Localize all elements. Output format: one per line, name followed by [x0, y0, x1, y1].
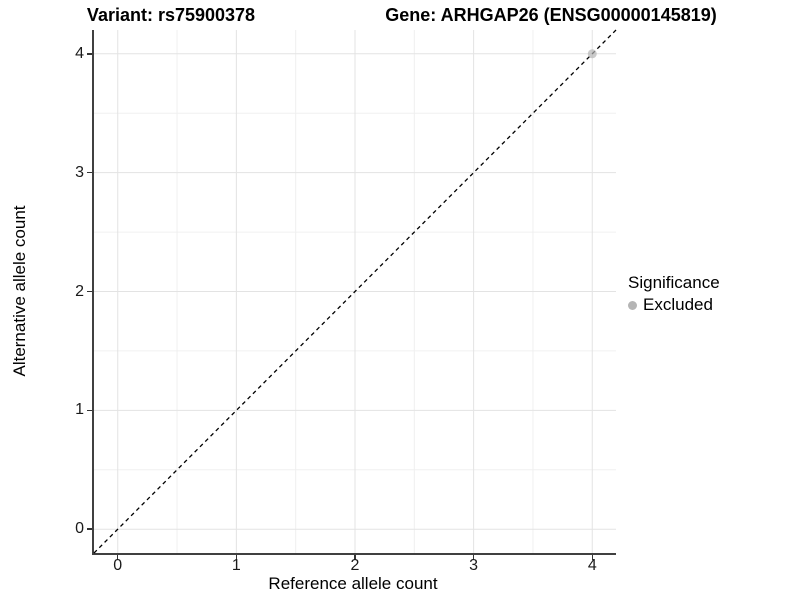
x-tick-mark: [472, 555, 475, 560]
x-tick-label: 2: [350, 557, 360, 574]
y-tick-label: 3: [75, 163, 84, 181]
y-tick-label: 4: [75, 44, 84, 62]
y-tick-label: 2: [75, 282, 84, 300]
x-tick-mark: [354, 555, 356, 560]
x-tick-mark: [591, 555, 594, 560]
gene-title: Gene: ARHGAP26 (ENSG00000145819): [385, 5, 717, 25]
y-tick-label: 0: [75, 520, 84, 538]
legend: Significance Excluded: [628, 273, 720, 315]
y-tick-mark: [87, 409, 92, 412]
data-point-excluded: [587, 49, 597, 59]
y-axis-title: Alternative allele count: [10, 205, 29, 377]
y-tick-mark: [87, 171, 92, 174]
variant-title: Variant: rs75900378: [86, 5, 256, 25]
x-axis-title: Reference allele count: [268, 574, 438, 593]
x-tick-label: 1: [231, 557, 241, 574]
x-tick-label: 0: [113, 557, 123, 574]
y-tick-mark: [87, 290, 92, 293]
plot-canvas: [93, 29, 617, 554]
legend-item-excluded: Excluded: [628, 295, 720, 315]
y-tick-label: 1: [75, 401, 84, 419]
identity-dashed-line: [93, 29, 617, 554]
x-tick-label: 3: [469, 557, 479, 574]
y-tick-mark: [87, 53, 92, 55]
x-tick-mark: [116, 555, 119, 560]
y-tick-mark: [87, 528, 92, 530]
legend-item-label: Excluded: [643, 295, 713, 314]
plot-panel: [92, 29, 617, 555]
x-tick-mark: [235, 555, 238, 560]
legend-title: Significance: [628, 273, 720, 292]
x-tick-label: 4: [587, 557, 597, 574]
excluded-point-icon: [628, 300, 637, 310]
